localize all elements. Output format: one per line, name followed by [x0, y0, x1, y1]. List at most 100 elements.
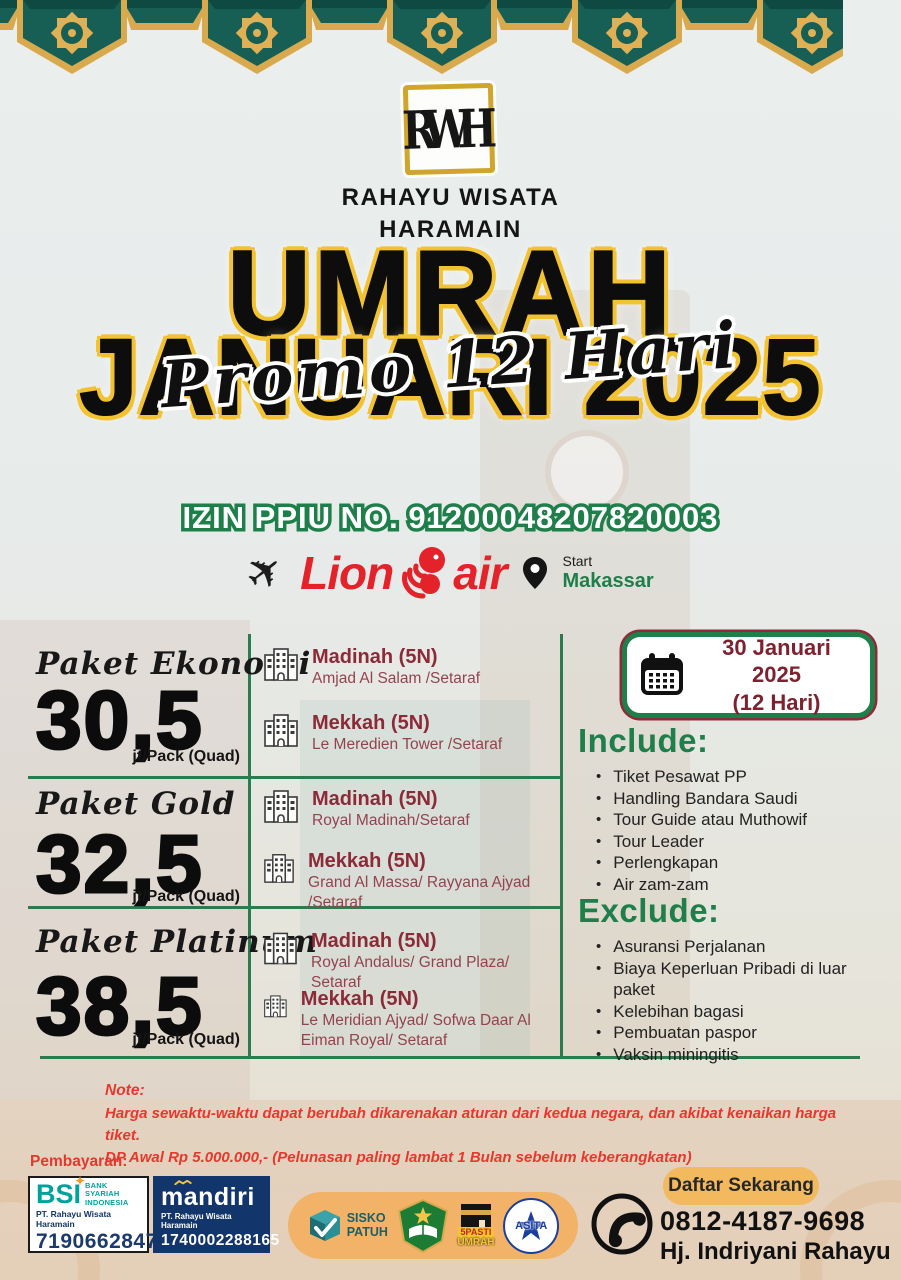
ppiu-license-outline: IZIN PPIU NO. 91200048207820003 [179, 497, 721, 539]
hotel-building-icon [264, 932, 297, 965]
package-price-gold: 32,5 [35, 819, 204, 910]
include-item-text: Handling Bandara Saudi [613, 788, 798, 808]
border-bar [0, 0, 17, 30]
mandiri-logo: mandiri [161, 1183, 255, 1211]
border-pendant [202, 0, 312, 74]
logo-monogram: RWH [401, 97, 485, 161]
contact-person-name: Hj. Indriyani Rahayu [660, 1238, 891, 1265]
note-label: Note: [105, 1082, 145, 1099]
include-item: Perlengkapan [596, 852, 886, 874]
hotel-name: Amjad Al Salam /Setaraf [312, 670, 480, 687]
hotel-city: Madinah (5N) [312, 646, 438, 668]
bsi-logo-text: BSI [36, 1179, 82, 1210]
exclude-item-text: Vaksin miningitis [613, 1044, 739, 1064]
hotel-entry: Madinah (5N) Amjad Al Salam /Setaraf [264, 646, 556, 689]
include-heading: Include: [578, 722, 709, 759]
package-unit-platinum: jt/Pack (Quad) [132, 1031, 240, 1048]
pasti-text-top: 5PASTI [457, 1227, 495, 1238]
bsi-tagline-1: BANK SYARIAH [85, 1181, 120, 1199]
package-price-platinum: 38,5 [35, 961, 204, 1052]
divider-horizontal-2 [28, 906, 560, 909]
bsi-account-number: 7190662847 [36, 1229, 158, 1253]
mandiri-bank-card: mandiri PT. Rahayu Wisata Haramain 17400… [153, 1176, 279, 1253]
title-umrah: UMRAH [226, 225, 674, 361]
border-bar [312, 0, 387, 30]
include-item: Tour Guide atau Muthowif [596, 809, 886, 831]
phone-handset-icon [591, 1193, 653, 1255]
asita-logo: ASITA [503, 1197, 560, 1254]
bsi-tagline: BANK SYARIAH INDONESIA [85, 1181, 141, 1207]
note-line1: Harga sewaktu-waktu dapat berubah dikare… [105, 1105, 837, 1144]
border-bar [497, 0, 572, 30]
mandiri-account-number: 1740002288165 [161, 1232, 280, 1249]
include-item-text: Air zam-zam [613, 874, 709, 894]
lion-air-text-right: air [453, 547, 507, 599]
title-januari-2025: JANUARI 2025 [78, 316, 822, 438]
border-pendant [757, 0, 843, 74]
sisko-text-2: PATUH [346, 1224, 388, 1239]
exclude-item: Vaksin miningitis [596, 1044, 886, 1066]
include-item: Tour Leader [596, 831, 886, 853]
main-title: UMRAH JANUARI 2025 Promo 12 Hari [0, 225, 901, 438]
mandiri-account-holder: PT. Rahayu Wisata Haramain [161, 1212, 232, 1230]
departure-duration: (12 Hari) [732, 689, 821, 715]
bsi-tagline-2: INDONESIA [85, 1197, 129, 1207]
border-pendant [17, 0, 127, 74]
lion-air-text-left: Lion [300, 547, 394, 599]
hotel-city: Mekkah (5N) [308, 850, 426, 872]
note-line2: DP Awal Rp 5.000.000,- (Pelunasan paling… [105, 1148, 692, 1166]
airplane-icon: ✈ [235, 541, 296, 604]
start-city: Makassar [562, 569, 654, 592]
include-item: Air zam-zam [596, 874, 886, 896]
bsi-logo-row: BSI ✦ BANK SYARIAH INDONESIA [36, 1175, 141, 1210]
border-pendant [572, 0, 682, 74]
exclude-heading: Exclude: [578, 892, 720, 929]
contact-phone-number: 0812-4187-9698 [660, 1206, 866, 1236]
include-item: Handling Bandara Saudi [596, 788, 886, 810]
departure-city: Start Makassar [563, 553, 654, 592]
divider-horizontal-1 [28, 776, 560, 779]
asita-star-icon [516, 1210, 547, 1240]
bsi-bank-card: BSI ✦ BANK SYARIAH INDONESIA PT. Rahayu W… [28, 1175, 158, 1253]
exclude-item: Kelebihan bagasi [596, 1001, 886, 1023]
exclude-item-text: Biaya Keperluan Pribadi di luar paket [613, 958, 847, 1000]
hotel-entry: Mekkah (5N) Grand Al Massa/ Rayyana Ajyad… [264, 850, 556, 913]
hotel-building-icon [264, 648, 298, 681]
bsi-star-icon: ✦ [74, 1174, 86, 1189]
departure-date-box: 30 Januari 2025 (12 Hari) [622, 632, 875, 718]
airline-row: ✈ Lion air Start Makassar [0, 541, 901, 604]
include-list: Tiket Pesawat PP Handling Bandara Saudi … [596, 766, 886, 895]
package-unit-gold: jt/Pack (Quad) [132, 888, 240, 905]
include-item-text: Tour Guide atau Muthowif [613, 810, 807, 829]
sisko-text-1: SISKO [346, 1211, 386, 1226]
asita-text: ASITA [515, 1219, 548, 1232]
kemenag-logo-icon [397, 1198, 448, 1253]
hotel-entry: Mekkah (5N) Le Meridian Ajyad/ Sofwa Daar… [264, 988, 556, 1051]
exclude-item: Asuransi Perjalanan [596, 936, 886, 958]
hotel-city: Mekkah (5N) [312, 712, 430, 734]
divider-horizontal-bottom [40, 1056, 860, 1059]
hotel-entry: Mekkah (5N) Le Meredien Tower /Setaraf [264, 712, 556, 755]
exclude-list: Asuransi Perjalanan Biaya Keperluan Prib… [596, 936, 886, 1065]
hotel-name: Le Meridian Ajyad/ Sofwa Daar Al Eiman R… [300, 1012, 531, 1050]
departure-date-text: 30 Januari 2025 (12 Hari) [695, 634, 858, 717]
payment-label: Pembayaran: [30, 1153, 128, 1170]
islamic-border-ornament [0, 0, 843, 80]
location-pin-icon [522, 557, 547, 589]
bsi-account-holder: PT. Rahayu Wisata Haramain [36, 1208, 112, 1229]
bsi-logo: BSI ✦ [36, 1175, 85, 1210]
hotel-city: Madinah (5N) [311, 930, 437, 952]
pasti-text-bottom: UMRAH [457, 1237, 495, 1248]
hotel-building-icon [264, 714, 298, 747]
5-pasti-umrah-logo: 5PASTI UMRAH [457, 1203, 495, 1248]
package-price-ekonomi: 30,5 [35, 675, 204, 766]
hotel-entry: Madinah (5N) Royal Andalus/ Grand Plaza/ … [264, 930, 556, 993]
sisko-patuh-logo: SISKO PATUH [307, 1208, 388, 1244]
package-unit-ekonomi: jt/Pack (Quad) [132, 748, 240, 765]
hotel-name: Royal Madinah/Setaraf [312, 812, 470, 829]
hotel-name: Grand Al Massa/ Rayyana Ajyad /Setaraf [308, 874, 531, 912]
sisko-cube-icon [309, 1209, 340, 1241]
exclude-item-text: Asuransi Perjalanan [613, 937, 766, 956]
hotel-building-icon [264, 854, 294, 883]
include-item-text: Tour Leader [613, 831, 704, 851]
